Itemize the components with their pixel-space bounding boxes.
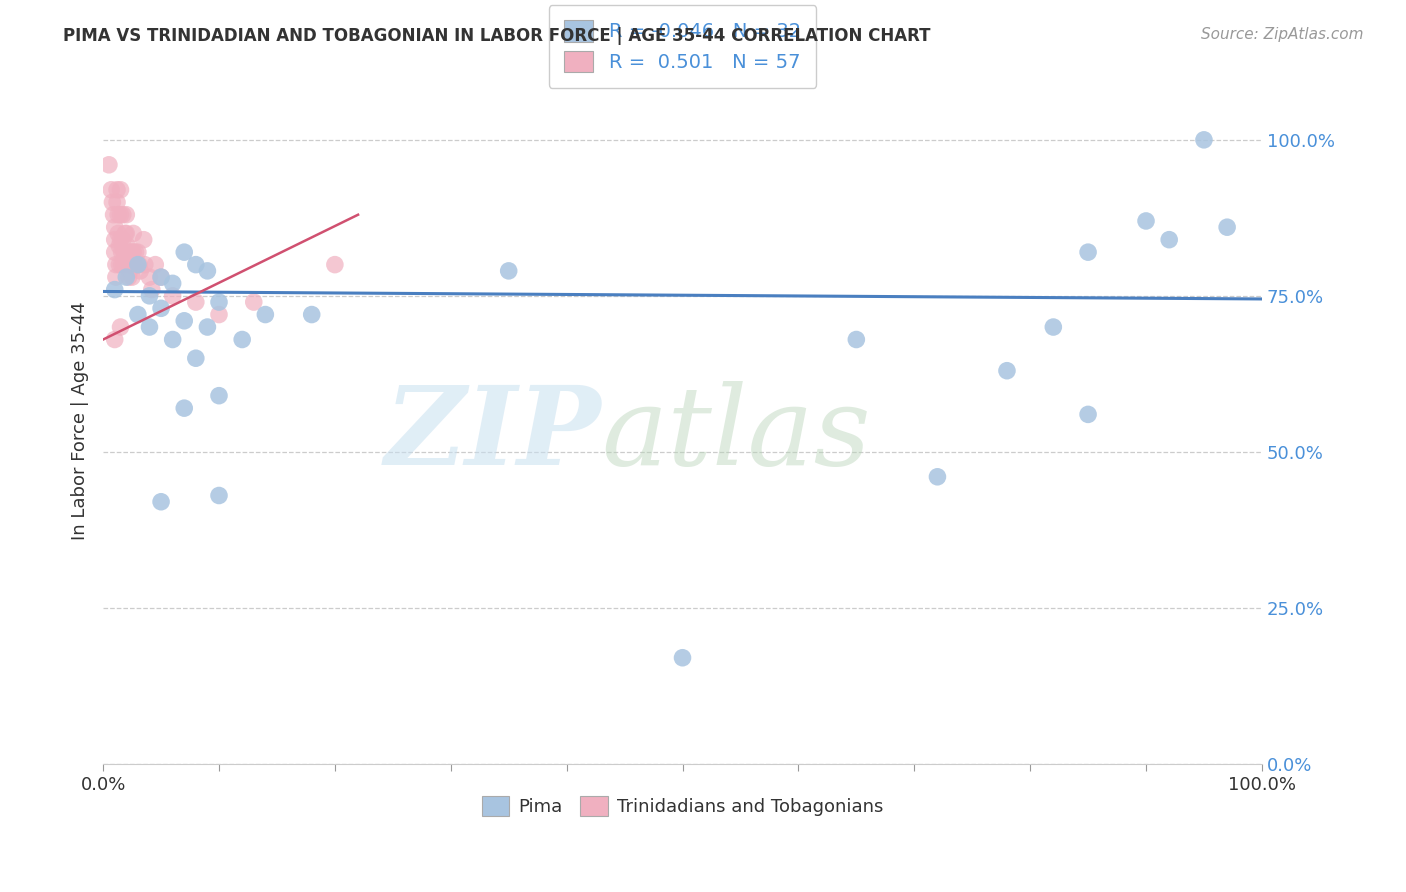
Point <box>110 320 132 334</box>
Point <box>927 470 949 484</box>
Point <box>323 258 346 272</box>
Text: PIMA VS TRINIDADIAN AND TOBAGONIAN IN LABOR FORCE | AGE 35-44 CORRELATION CHART: PIMA VS TRINIDADIAN AND TOBAGONIAN IN LA… <box>63 27 931 45</box>
Point <box>132 233 155 247</box>
Point <box>114 227 136 241</box>
Point <box>112 245 135 260</box>
Point <box>184 258 207 272</box>
Point <box>1077 408 1099 422</box>
Point <box>104 270 127 285</box>
Point <box>100 183 122 197</box>
Point <box>125 258 148 272</box>
Point <box>97 158 120 172</box>
Point <box>111 258 134 272</box>
Point <box>150 301 173 316</box>
Point <box>101 195 124 210</box>
Point <box>103 208 125 222</box>
Point <box>141 283 163 297</box>
Point <box>845 333 868 347</box>
Point <box>128 258 150 272</box>
Point <box>117 258 139 272</box>
Point <box>208 489 231 503</box>
Point <box>115 208 138 222</box>
Point <box>107 227 129 241</box>
Point <box>110 208 132 222</box>
Point <box>242 295 264 310</box>
Point <box>138 289 160 303</box>
Point <box>173 314 195 328</box>
Point <box>121 245 143 260</box>
Point <box>115 227 138 241</box>
Point <box>112 258 135 272</box>
Point <box>208 389 231 403</box>
Point <box>138 270 160 285</box>
Text: Source: ZipAtlas.com: Source: ZipAtlas.com <box>1201 27 1364 42</box>
Point <box>134 258 156 272</box>
Point <box>1216 220 1239 235</box>
Point <box>114 245 136 260</box>
Point <box>117 239 139 253</box>
Legend: Pima, Trinidadians and Tobagonians: Pima, Trinidadians and Tobagonians <box>475 789 890 823</box>
Point <box>995 364 1018 378</box>
Point <box>231 333 253 347</box>
Point <box>115 270 138 285</box>
Point <box>111 233 134 247</box>
Point <box>118 264 141 278</box>
Point <box>208 295 231 310</box>
Point <box>111 208 134 222</box>
Point <box>107 208 129 222</box>
Point <box>105 183 128 197</box>
Point <box>150 270 173 285</box>
Point <box>104 333 127 347</box>
Point <box>108 239 131 253</box>
Point <box>104 220 127 235</box>
Point <box>162 289 184 303</box>
Point <box>1192 133 1215 147</box>
Text: ZIP: ZIP <box>385 381 602 488</box>
Point <box>184 295 207 310</box>
Point <box>1159 233 1181 247</box>
Point <box>104 258 127 272</box>
Point <box>104 233 127 247</box>
Point <box>150 270 173 285</box>
Point <box>129 264 152 278</box>
Point <box>127 245 149 260</box>
Point <box>104 283 127 297</box>
Point <box>1135 214 1157 228</box>
Point <box>162 333 184 347</box>
Point <box>111 245 134 260</box>
Point <box>150 494 173 508</box>
Point <box>197 264 219 278</box>
Point <box>108 258 131 272</box>
Point <box>105 195 128 210</box>
Point <box>173 245 195 260</box>
Point <box>173 401 195 416</box>
Point <box>197 320 219 334</box>
Point <box>127 308 149 322</box>
Point <box>104 245 127 260</box>
Point <box>127 258 149 272</box>
Point <box>162 277 184 291</box>
Point <box>1042 320 1064 334</box>
Point <box>110 233 132 247</box>
Point <box>120 258 142 272</box>
Point <box>671 650 693 665</box>
Point <box>118 245 141 260</box>
Point <box>121 270 143 285</box>
Point <box>301 308 323 322</box>
Point <box>110 183 132 197</box>
Point <box>117 270 139 285</box>
Point <box>254 308 277 322</box>
Y-axis label: In Labor Force | Age 35-44: In Labor Force | Age 35-44 <box>72 301 89 540</box>
Point <box>208 308 231 322</box>
Point <box>138 320 160 334</box>
Point <box>122 245 145 260</box>
Point <box>124 258 146 272</box>
Point <box>122 227 145 241</box>
Point <box>124 245 146 260</box>
Point <box>1077 245 1099 260</box>
Point <box>184 351 207 366</box>
Text: atlas: atlas <box>602 381 872 488</box>
Point <box>143 258 166 272</box>
Point <box>498 264 520 278</box>
